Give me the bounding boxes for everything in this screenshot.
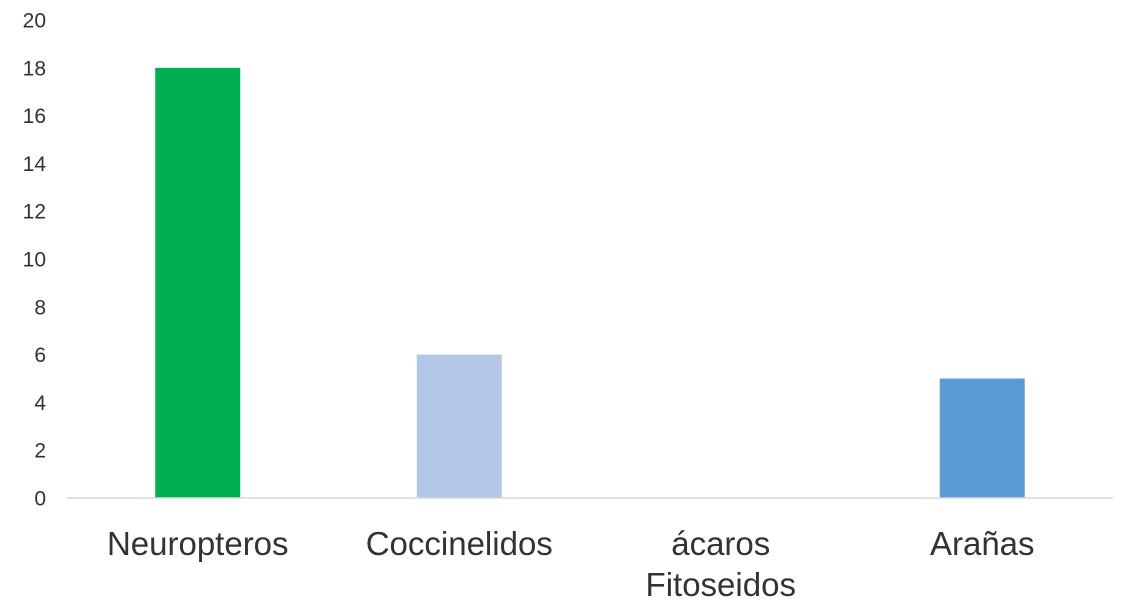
- bar-0: [155, 67, 241, 499]
- x-axis: Neuropteros Coccinelidos ácaros Fitoseidos A…: [107, 525, 1035, 601]
- x-tick-label-line: ácaros: [671, 525, 770, 562]
- x-tick-label-line: Neuropteros: [107, 525, 289, 562]
- bars: [155, 67, 1025, 499]
- y-tick-label: 8: [34, 296, 46, 319]
- x-tick-label: Neuropteros: [107, 525, 289, 562]
- y-tick-label: 16: [23, 105, 46, 128]
- x-tick-label: Coccinelidos: [366, 525, 553, 562]
- x-tick-label-line: Coccinelidos: [366, 525, 553, 562]
- x-tick-label: ácaros Fitoseidos: [646, 525, 796, 601]
- y-axis: 0 2 4 6 8 10 12 14 16 18 20: [23, 10, 47, 511]
- bar-3: [939, 378, 1025, 498]
- y-tick-label: 10: [23, 249, 46, 272]
- x-tick-label-line: Arañas: [930, 525, 1035, 562]
- y-tick-label: 4: [34, 392, 46, 415]
- x-tick-label-line: Fitoseidos: [646, 566, 796, 601]
- y-tick-label: 2: [34, 440, 46, 463]
- y-tick-label: 6: [34, 344, 46, 367]
- y-tick-label: 20: [23, 10, 46, 33]
- bar-1: [416, 354, 502, 498]
- y-tick-label: 0: [34, 488, 46, 511]
- y-tick-label: 18: [23, 57, 46, 80]
- x-tick-label: Arañas: [930, 525, 1035, 562]
- y-tick-label: 12: [23, 201, 46, 224]
- y-tick-label: 14: [23, 153, 47, 176]
